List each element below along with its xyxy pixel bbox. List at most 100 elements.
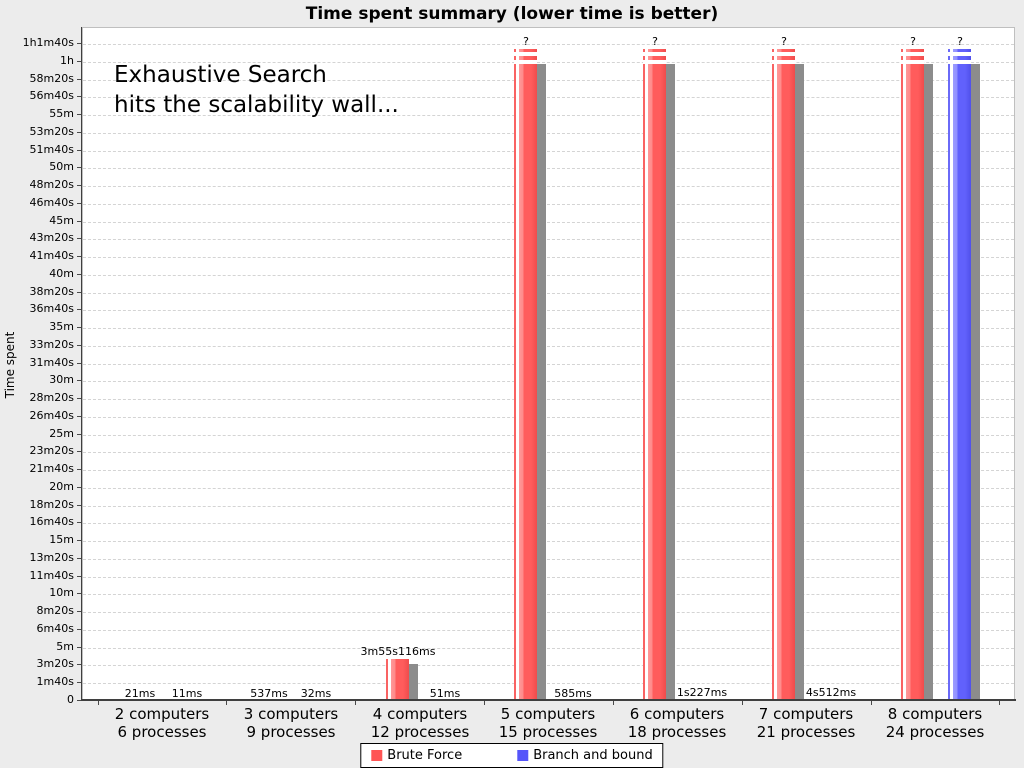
x-tick-mark (98, 701, 99, 705)
gridline (83, 203, 1014, 205)
y-tick-label: 33m20s (29, 337, 74, 351)
y-tick-label: 8m20s (36, 604, 74, 618)
y-tick-mark (77, 504, 82, 506)
legend-item: Branch and bound (517, 748, 653, 763)
y-tick-mark (77, 220, 82, 222)
y-tick-label: 23m20s (29, 444, 74, 458)
gridline (83, 328, 1014, 330)
gridline (83, 487, 1014, 489)
y-tick-label: 13m20s (29, 550, 74, 564)
gridline (83, 168, 1014, 170)
gridline (83, 381, 1014, 383)
y-tick-label: 11m40s (29, 568, 74, 582)
gridline (83, 292, 1014, 294)
gridline (83, 576, 1014, 578)
gridline (83, 470, 1014, 472)
category-label: 5 computers 15 processes (478, 705, 618, 741)
gridline (83, 523, 1014, 525)
y-tick-label: 10m (49, 586, 74, 600)
category-label: 8 computers 24 processes (865, 705, 1005, 741)
y-tick-label: 30m (49, 373, 74, 387)
gridline (83, 505, 1014, 507)
y-tick-label: 45m (49, 213, 74, 227)
y-tick-mark (77, 78, 82, 80)
y-tick-mark (77, 469, 82, 471)
y-tick-label: 6m40s (36, 621, 74, 635)
y-tick-label: 55m (49, 107, 74, 121)
x-tick-mark (871, 701, 872, 705)
y-tick-mark (77, 167, 82, 169)
x-tick-mark (613, 701, 614, 705)
bar-value-label: ? (957, 35, 963, 48)
y-tick-mark (77, 593, 82, 595)
bar-brute-force (386, 659, 409, 699)
y-tick-mark (77, 486, 82, 488)
legend: Brute Force Branch and bound (360, 743, 664, 768)
y-tick-label: 1m40s (36, 675, 74, 689)
y-tick-label: 1h1m40s (22, 36, 74, 49)
y-tick-mark (77, 646, 82, 648)
y-tick-mark (77, 273, 82, 275)
gridline (83, 79, 1014, 81)
annotation-line-1: Exhaustive Search (114, 62, 327, 88)
legend-label: Branch and bound (533, 748, 653, 763)
y-tick-mark (77, 309, 82, 311)
category-label: 3 computers 9 processes (221, 705, 361, 741)
y-tick-label: 43m20s (29, 231, 74, 245)
annotation-line-2: hits the scalability wall... (114, 92, 399, 118)
bar-value-label: ? (523, 35, 529, 48)
y-tick-label: 21m40s (29, 462, 74, 476)
bar-brute-force (901, 49, 924, 699)
y-tick-label: 1h (60, 53, 74, 67)
y-tick-mark (77, 344, 82, 346)
gridline (83, 683, 1014, 685)
y-tick-mark (77, 327, 82, 329)
y-tick-mark (77, 60, 82, 62)
legend-item: Brute Force (371, 748, 462, 763)
gridline (83, 310, 1014, 312)
x-tick-mark (226, 701, 227, 705)
bar-value-label: 585ms (554, 687, 592, 700)
x-tick-mark (355, 701, 356, 705)
y-tick-mark (77, 451, 82, 453)
y-tick-label: 26m40s (29, 408, 74, 422)
y-tick-mark (77, 185, 82, 187)
gridline (83, 629, 1014, 631)
plot-area: 21ms 537ms 3m55s116ms???? 11ms 32ms 51ms 585ms… (82, 27, 1015, 700)
x-tick-mark (999, 701, 1000, 705)
y-tick-label: 0 (67, 693, 74, 706)
category-label-line-1: 7 computers (758, 705, 854, 723)
y-tick-mark (77, 682, 82, 684)
y-tick-label: 15m (49, 533, 74, 547)
x-tick-mark (484, 701, 485, 705)
bar-value-label: ? (910, 35, 916, 48)
y-tick-mark (77, 291, 82, 293)
gridline (83, 452, 1014, 454)
category-label-line-2: 12 processes (370, 723, 470, 741)
y-tick-mark (77, 664, 82, 666)
category-label-line-2: 15 processes (498, 723, 598, 741)
bar-value-label: 3m55s116ms (360, 645, 436, 658)
bar-value-label: 4s512ms (805, 686, 857, 699)
y-tick-mark (77, 540, 82, 542)
y-tick-mark (77, 700, 82, 701)
y-tick-mark (77, 575, 82, 577)
y-tick-mark (77, 149, 82, 151)
y-tick-mark (77, 238, 82, 240)
category-label-line-2: 24 processes (885, 723, 985, 741)
category-label-line-2: 18 processes (627, 723, 727, 741)
gridline (83, 132, 1014, 134)
x-tick-mark (742, 701, 743, 705)
bar-value-label: 32ms (300, 687, 332, 700)
category-label-line-1: 8 computers (887, 705, 983, 723)
gridline (83, 239, 1014, 241)
category-label-line-1: 4 computers (372, 705, 468, 723)
gridline (83, 363, 1014, 365)
bar-value-label: 51ms (429, 687, 461, 700)
gridline (83, 150, 1014, 152)
y-tick-mark (77, 96, 82, 98)
category-label: 7 computers 21 processes (736, 705, 876, 741)
y-tick-mark (77, 398, 82, 400)
bar-value-label: ? (781, 35, 787, 48)
